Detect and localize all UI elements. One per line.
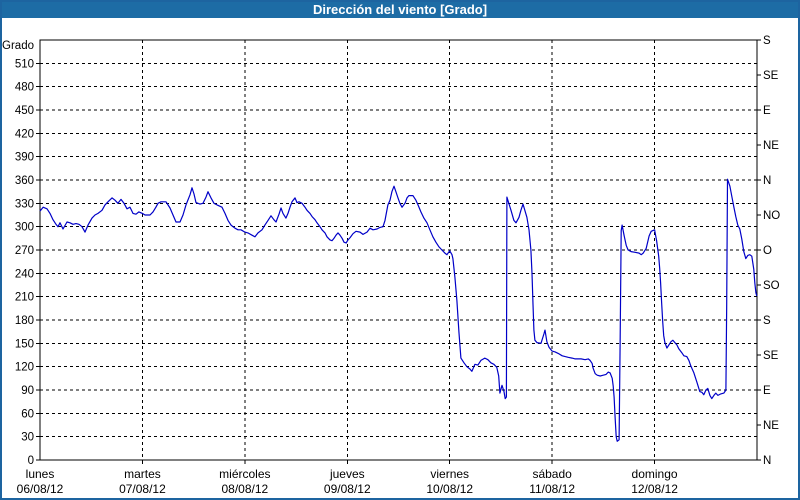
- x-day-name-label: domingo: [632, 467, 678, 481]
- y-left-tick-label: 210: [15, 292, 34, 304]
- y-left-tick-label: 330: [15, 198, 34, 210]
- x-day-date-label: 08/08/12: [221, 482, 268, 496]
- x-day-date-label: 06/08/12: [17, 482, 64, 496]
- y-left-tick-label: 180: [15, 315, 34, 327]
- y-right-compass-label: E: [763, 105, 771, 117]
- wind-direction-line: [39, 178, 758, 442]
- x-day-name-label: jueves: [329, 467, 365, 481]
- y-left-tick-label: 60: [21, 408, 34, 420]
- x-day-name-label: sábado: [532, 467, 572, 481]
- x-day-date-label: 12/08/12: [631, 482, 678, 496]
- y-left-tick-label: 0: [28, 455, 34, 467]
- plot-frame: [39, 39, 758, 461]
- x-day-date-label: 09/08/12: [324, 482, 371, 496]
- y-left-tick-label: 30: [21, 432, 34, 444]
- y-left-tick-label: 150: [15, 338, 34, 350]
- y-left-tick-label: 240: [15, 268, 34, 280]
- y-left-tick-label: 270: [15, 245, 34, 257]
- y-right-compass-label: SE: [763, 70, 779, 82]
- x-day-name-label: martes: [124, 467, 161, 481]
- y-right-compass-label: NO: [763, 210, 780, 222]
- y-right-compass-label: N: [763, 455, 771, 467]
- y-left-tick-label: 360: [15, 175, 34, 187]
- y-left-tick-label: 450: [15, 105, 34, 117]
- y-left-tick-label: 390: [15, 152, 34, 164]
- x-day-date-label: 07/08/12: [119, 482, 166, 496]
- y-left-tick-label: 120: [15, 362, 34, 374]
- y-right-compass-label: S: [763, 315, 771, 327]
- y-left-tick-label: 90: [21, 385, 34, 397]
- x-day-date-label: 11/08/12: [529, 482, 575, 496]
- y-right-compass-label: O: [763, 245, 772, 257]
- y-left-tick-label: 420: [15, 128, 34, 140]
- chart-title: Dirección del viento [Grado]: [312, 2, 488, 17]
- y-axis-unit-label: Grado: [2, 40, 34, 52]
- y-left-tick-label: 510: [15, 58, 34, 70]
- y-right-compass-label: S: [763, 35, 771, 47]
- title-bar: Dirección del viento [Grado]: [2, 2, 798, 18]
- y-right-compass-label: SE: [763, 350, 779, 362]
- y-right-compass-label: E: [763, 385, 771, 397]
- x-day-name-label: viernes: [430, 467, 469, 481]
- y-right-compass-label: NE: [763, 140, 779, 152]
- y-left-tick-label: 300: [15, 222, 34, 234]
- y-right-compass-label: N: [763, 175, 771, 187]
- y-right-compass-label: SO: [763, 280, 780, 292]
- x-day-name-label: lunes: [26, 467, 55, 481]
- y-left-tick-label: 480: [15, 82, 34, 94]
- y-right-compass-label: NE: [763, 420, 779, 432]
- x-day-date-label: 10/08/12: [426, 482, 473, 496]
- x-day-name-label: miércoles: [219, 467, 270, 481]
